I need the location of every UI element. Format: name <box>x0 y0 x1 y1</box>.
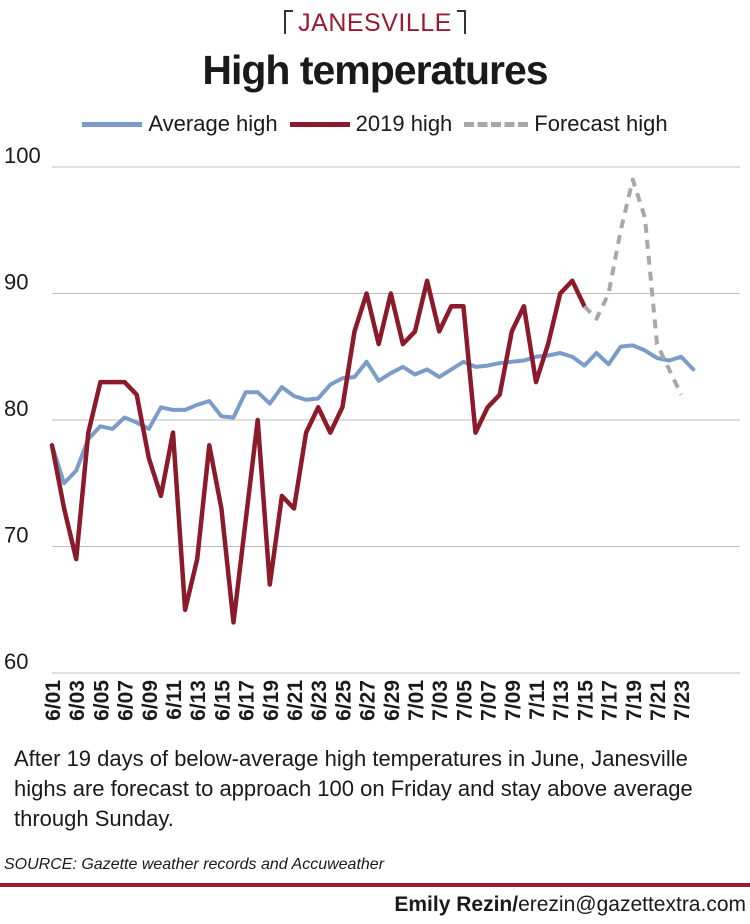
x-tick-label: 7/15 <box>574 680 597 721</box>
x-tick-label: 6/17 <box>236 680 259 721</box>
x-tick-label: 6/03 <box>66 680 89 721</box>
chart-title: High temperatures <box>202 47 548 93</box>
x-tick-label: 6/15 <box>211 680 234 721</box>
x-tick-label: 6/07 <box>115 680 138 721</box>
legend-item-forecast-high: Forecast high <box>464 111 668 137</box>
x-tick-label: 6/09 <box>139 680 162 721</box>
x-tick-label: 6/25 <box>332 680 355 721</box>
byline-name: Emily Rezin/ <box>394 893 519 916</box>
x-tick-label: 6/21 <box>284 680 307 721</box>
footer-rule <box>0 883 750 887</box>
x-tick-label: 6/23 <box>308 680 331 721</box>
x-tick-label: 6/19 <box>260 680 283 721</box>
y-tick-label: 80 <box>4 396 28 421</box>
series-line-average-high <box>50 343 696 486</box>
series-line-2019-high <box>49 278 587 625</box>
x-axis-ticks: 6/01 6/03 6/05 6/07 6/09 6/11 6/13 6/15 6/17 6/19… <box>42 680 694 721</box>
legend-item-2019-high: 2019 high <box>289 111 453 137</box>
legend-label-2019-high: 2019 high <box>355 111 453 136</box>
legend-label-forecast-high: Forecast high <box>534 111 668 136</box>
legend-swatch-average-high <box>82 121 143 127</box>
x-tick-label: 7/21 <box>647 680 670 721</box>
y-tick-label: 70 <box>4 523 28 548</box>
x-tick-label: 7/07 <box>478 680 501 721</box>
chart-caption: After 19 days of below-average high temp… <box>14 746 693 831</box>
byline: Emily Rezin/erezin@gazettextra.com <box>394 893 746 917</box>
gridlines <box>52 166 740 674</box>
chart-kicker: JANESVILLE <box>284 8 466 38</box>
series-line-forecast-high <box>582 177 684 396</box>
chart-legend: Average high 2019 high Forecast high <box>0 111 750 137</box>
y-tick-label: 90 <box>4 270 28 295</box>
series-lines <box>49 177 696 625</box>
x-tick-label: 7/01 <box>405 680 428 721</box>
x-tick-label: 7/09 <box>502 680 525 721</box>
x-tick-label: 7/19 <box>623 680 646 721</box>
y-tick-label: 100 <box>4 143 41 168</box>
x-tick-label: 7/11 <box>526 680 549 720</box>
legend-swatch-forecast-high <box>464 121 529 127</box>
y-tick-label: 60 <box>4 649 28 674</box>
x-tick-label: 7/03 <box>429 680 452 721</box>
x-tick-label: 7/13 <box>550 680 573 721</box>
byline-email: erezin@gazettextra.com <box>518 893 746 916</box>
x-tick-label: 6/11 <box>163 680 186 720</box>
x-tick-label: 7/23 <box>671 680 694 721</box>
x-tick-label: 6/29 <box>381 680 404 721</box>
y-axis-ticks: 60 70 80 90 100 <box>4 143 41 674</box>
legend-label-average-high: Average high <box>148 111 278 136</box>
legend-item-average-high: Average high <box>82 111 278 137</box>
legend-swatch-2019-high <box>289 121 350 127</box>
x-tick-label: 6/27 <box>357 680 380 721</box>
x-tick-label: 6/13 <box>187 680 210 721</box>
x-tick-label: 7/05 <box>453 680 476 721</box>
source-note: SOURCE: Gazette weather records and Accu… <box>4 856 385 873</box>
x-tick-label: 6/01 <box>42 680 65 721</box>
x-tick-label: 6/05 <box>90 680 113 721</box>
x-tick-label: 7/17 <box>599 680 622 721</box>
line-chart: 60 70 80 90 100 6/01 6/03 6/05 6/07 6/09 6/11 6/13… <box>4 143 740 721</box>
